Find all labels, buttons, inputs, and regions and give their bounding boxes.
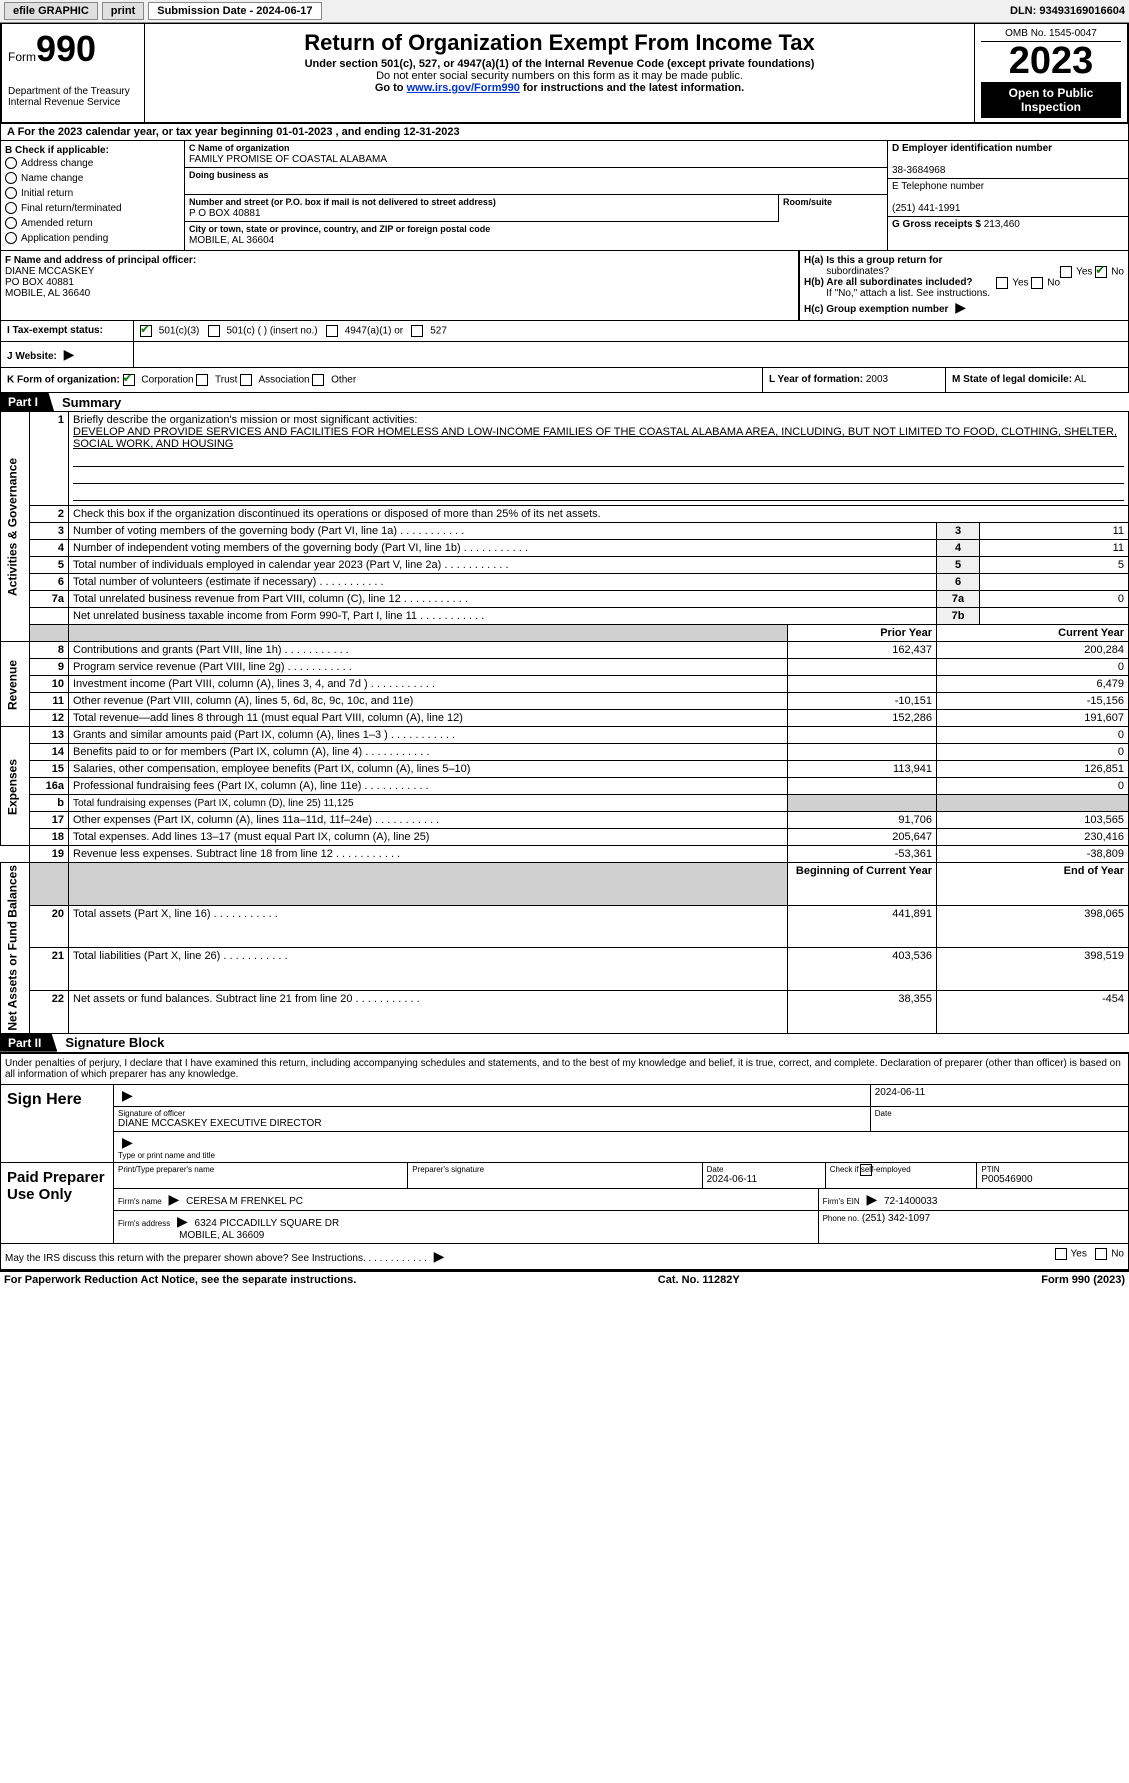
vlabel-expenses: Expenses bbox=[1, 727, 30, 846]
checkbox-other[interactable] bbox=[312, 374, 324, 386]
hc-exemption: H(c) Group exemption number ▶ bbox=[804, 299, 1124, 316]
firm-name: CERESA M FRENKEL PC bbox=[186, 1196, 303, 1207]
checkbox-527[interactable] bbox=[411, 325, 423, 337]
tax-status-row: I Tax-exempt status: 501(c)(3) 501(c) ( … bbox=[0, 321, 1129, 342]
officer-name: DIANE MCCASKEY bbox=[5, 266, 94, 277]
checkbox-name-change[interactable] bbox=[5, 172, 17, 184]
officer-group-row: F Name and address of principal officer:… bbox=[0, 251, 1129, 321]
checkbox-association[interactable] bbox=[240, 374, 252, 386]
discuss-yes-checkbox[interactable] bbox=[1055, 1248, 1067, 1260]
discuss-no-checkbox[interactable] bbox=[1095, 1248, 1107, 1260]
arrow-icon: ▶ bbox=[64, 346, 75, 362]
ha-yes-checkbox[interactable] bbox=[1060, 266, 1072, 278]
box-b-applicable: B Check if applicable: Address change Na… bbox=[1, 141, 185, 250]
hb-subordinates: H(b) Are all subordinates included? Yes … bbox=[804, 277, 1124, 299]
mission-text: DEVELOP AND PROVIDE SERVICES AND FACILIT… bbox=[73, 426, 1117, 450]
val-line7b bbox=[980, 608, 1129, 625]
dln-label: DLN: 93493169016604 bbox=[1010, 5, 1125, 17]
top-toolbar: efile GRAPHIC print Submission Date - 20… bbox=[0, 0, 1129, 23]
summary-table: Activities & Governance 1 Briefly descri… bbox=[0, 411, 1129, 1034]
checkbox-501c[interactable] bbox=[208, 325, 220, 337]
ptin-value: P00546900 bbox=[981, 1174, 1032, 1185]
instructions-link: Go to www.irs.gov/Form990 for instructio… bbox=[151, 82, 968, 94]
officer-signature: DIANE MCCASKEY EXECUTIVE DIRECTOR bbox=[118, 1118, 322, 1129]
form-label-footer: Form 990 (2023) bbox=[1041, 1274, 1125, 1286]
ha-no-checkbox[interactable] bbox=[1095, 266, 1107, 278]
vlabel-netassets: Net Assets or Fund Balances bbox=[1, 863, 30, 1034]
checkbox-501c3[interactable] bbox=[140, 325, 152, 337]
ha-group-return: H(a) Is this a group return for subordin… bbox=[804, 255, 1124, 277]
checkbox-4947[interactable] bbox=[326, 325, 338, 337]
checkbox-address-change[interactable] bbox=[5, 157, 17, 169]
firm-addr1: 6324 PICCADILLY SQUARE DR bbox=[195, 1218, 340, 1229]
legal-domicile: AL bbox=[1074, 374, 1086, 385]
part-2-header: Part II Signature Block bbox=[0, 1034, 1129, 1052]
gross-receipts: 213,460 bbox=[984, 219, 1020, 230]
vlabel-activities: Activities & Governance bbox=[1, 412, 30, 642]
vlabel-revenue: Revenue bbox=[1, 642, 30, 727]
subtitle-2: Do not enter social security numbers on … bbox=[151, 70, 968, 82]
form-number: Form990 bbox=[8, 28, 138, 70]
part-1-header: Part I Summary bbox=[0, 393, 1129, 411]
street-address: P O BOX 40881 bbox=[189, 208, 261, 219]
website-row: J Website: ▶ bbox=[0, 342, 1129, 368]
hb-no-checkbox[interactable] bbox=[1031, 277, 1043, 289]
signature-section: Under penalties of perjury, I declare th… bbox=[0, 1052, 1129, 1270]
line-a-tax-year: A For the 2023 calendar year, or tax yea… bbox=[0, 124, 1129, 141]
org-name: FAMILY PROMISE OF COASTAL ALABAMA bbox=[189, 154, 387, 165]
val-line5: 5 bbox=[980, 557, 1129, 574]
form-header: Form990 Department of the Treasury Inter… bbox=[0, 23, 1129, 124]
box-c-name-address: C Name of organization FAMILY PROMISE OF… bbox=[185, 141, 887, 250]
ein-value: 38-3684968 bbox=[892, 165, 945, 176]
form-footer: For Paperwork Reduction Act Notice, see … bbox=[0, 1270, 1129, 1288]
val-line6 bbox=[980, 574, 1129, 591]
hdr-end-year: End of Year bbox=[937, 863, 1129, 906]
checkbox-amended-return[interactable] bbox=[5, 217, 17, 229]
sign-here-label: Sign Here bbox=[1, 1085, 114, 1162]
tax-year: 2023 bbox=[981, 42, 1121, 80]
catalog-number: Cat. No. 11282Y bbox=[658, 1274, 740, 1286]
irs-discuss-row: May the IRS discuss this return with the… bbox=[1, 1243, 1128, 1269]
subtitle-1: Under section 501(c), 527, or 4947(a)(1)… bbox=[151, 58, 968, 70]
paperwork-notice: For Paperwork Reduction Act Notice, see … bbox=[4, 1274, 356, 1286]
submission-date: Submission Date - 2024-06-17 bbox=[148, 2, 321, 20]
preparer-phone: (251) 342-1097 bbox=[862, 1213, 930, 1224]
checkbox-self-employed[interactable] bbox=[860, 1164, 872, 1176]
hdr-current-year: Current Year bbox=[937, 625, 1129, 642]
efile-label: efile GRAPHIC bbox=[4, 2, 98, 20]
checkbox-corporation[interactable] bbox=[123, 374, 135, 386]
org-form-row: K Form of organization: Corporation Trus… bbox=[0, 368, 1129, 393]
checkbox-final-return[interactable] bbox=[5, 202, 17, 214]
entity-info-grid: B Check if applicable: Address change Na… bbox=[0, 141, 1129, 251]
phone-value: (251) 441-1991 bbox=[892, 203, 960, 214]
hdr-begin-year: Beginning of Current Year bbox=[788, 863, 937, 906]
val-line3: 11 bbox=[980, 523, 1129, 540]
checkbox-application-pending[interactable] bbox=[5, 232, 17, 244]
form-title: Return of Organization Exempt From Incom… bbox=[151, 30, 968, 56]
hb-yes-checkbox[interactable] bbox=[996, 277, 1008, 289]
val-line4: 11 bbox=[980, 540, 1129, 557]
city-state-zip: MOBILE, AL 36604 bbox=[189, 235, 274, 246]
print-button[interactable]: print bbox=[102, 2, 144, 20]
checkbox-trust[interactable] bbox=[196, 374, 208, 386]
checkbox-initial-return[interactable] bbox=[5, 187, 17, 199]
open-public-badge: Open to Public Inspection bbox=[981, 82, 1121, 118]
irs-link[interactable]: www.irs.gov/Form990 bbox=[407, 82, 520, 94]
box-d-ein-phone: D Employer identification number 38-3684… bbox=[887, 141, 1128, 250]
hdr-prior-year: Prior Year bbox=[788, 625, 937, 642]
perjury-statement: Under penalties of perjury, I declare th… bbox=[1, 1054, 1128, 1084]
department-label: Department of the Treasury Internal Reve… bbox=[8, 86, 138, 108]
firm-ein: 72-1400033 bbox=[884, 1196, 937, 1207]
val-line7a: 0 bbox=[980, 591, 1129, 608]
sig-date: 2024-06-11 bbox=[875, 1087, 925, 1098]
paid-preparer-label: Paid Preparer Use Only bbox=[1, 1163, 114, 1243]
year-formation: 2003 bbox=[866, 374, 888, 385]
